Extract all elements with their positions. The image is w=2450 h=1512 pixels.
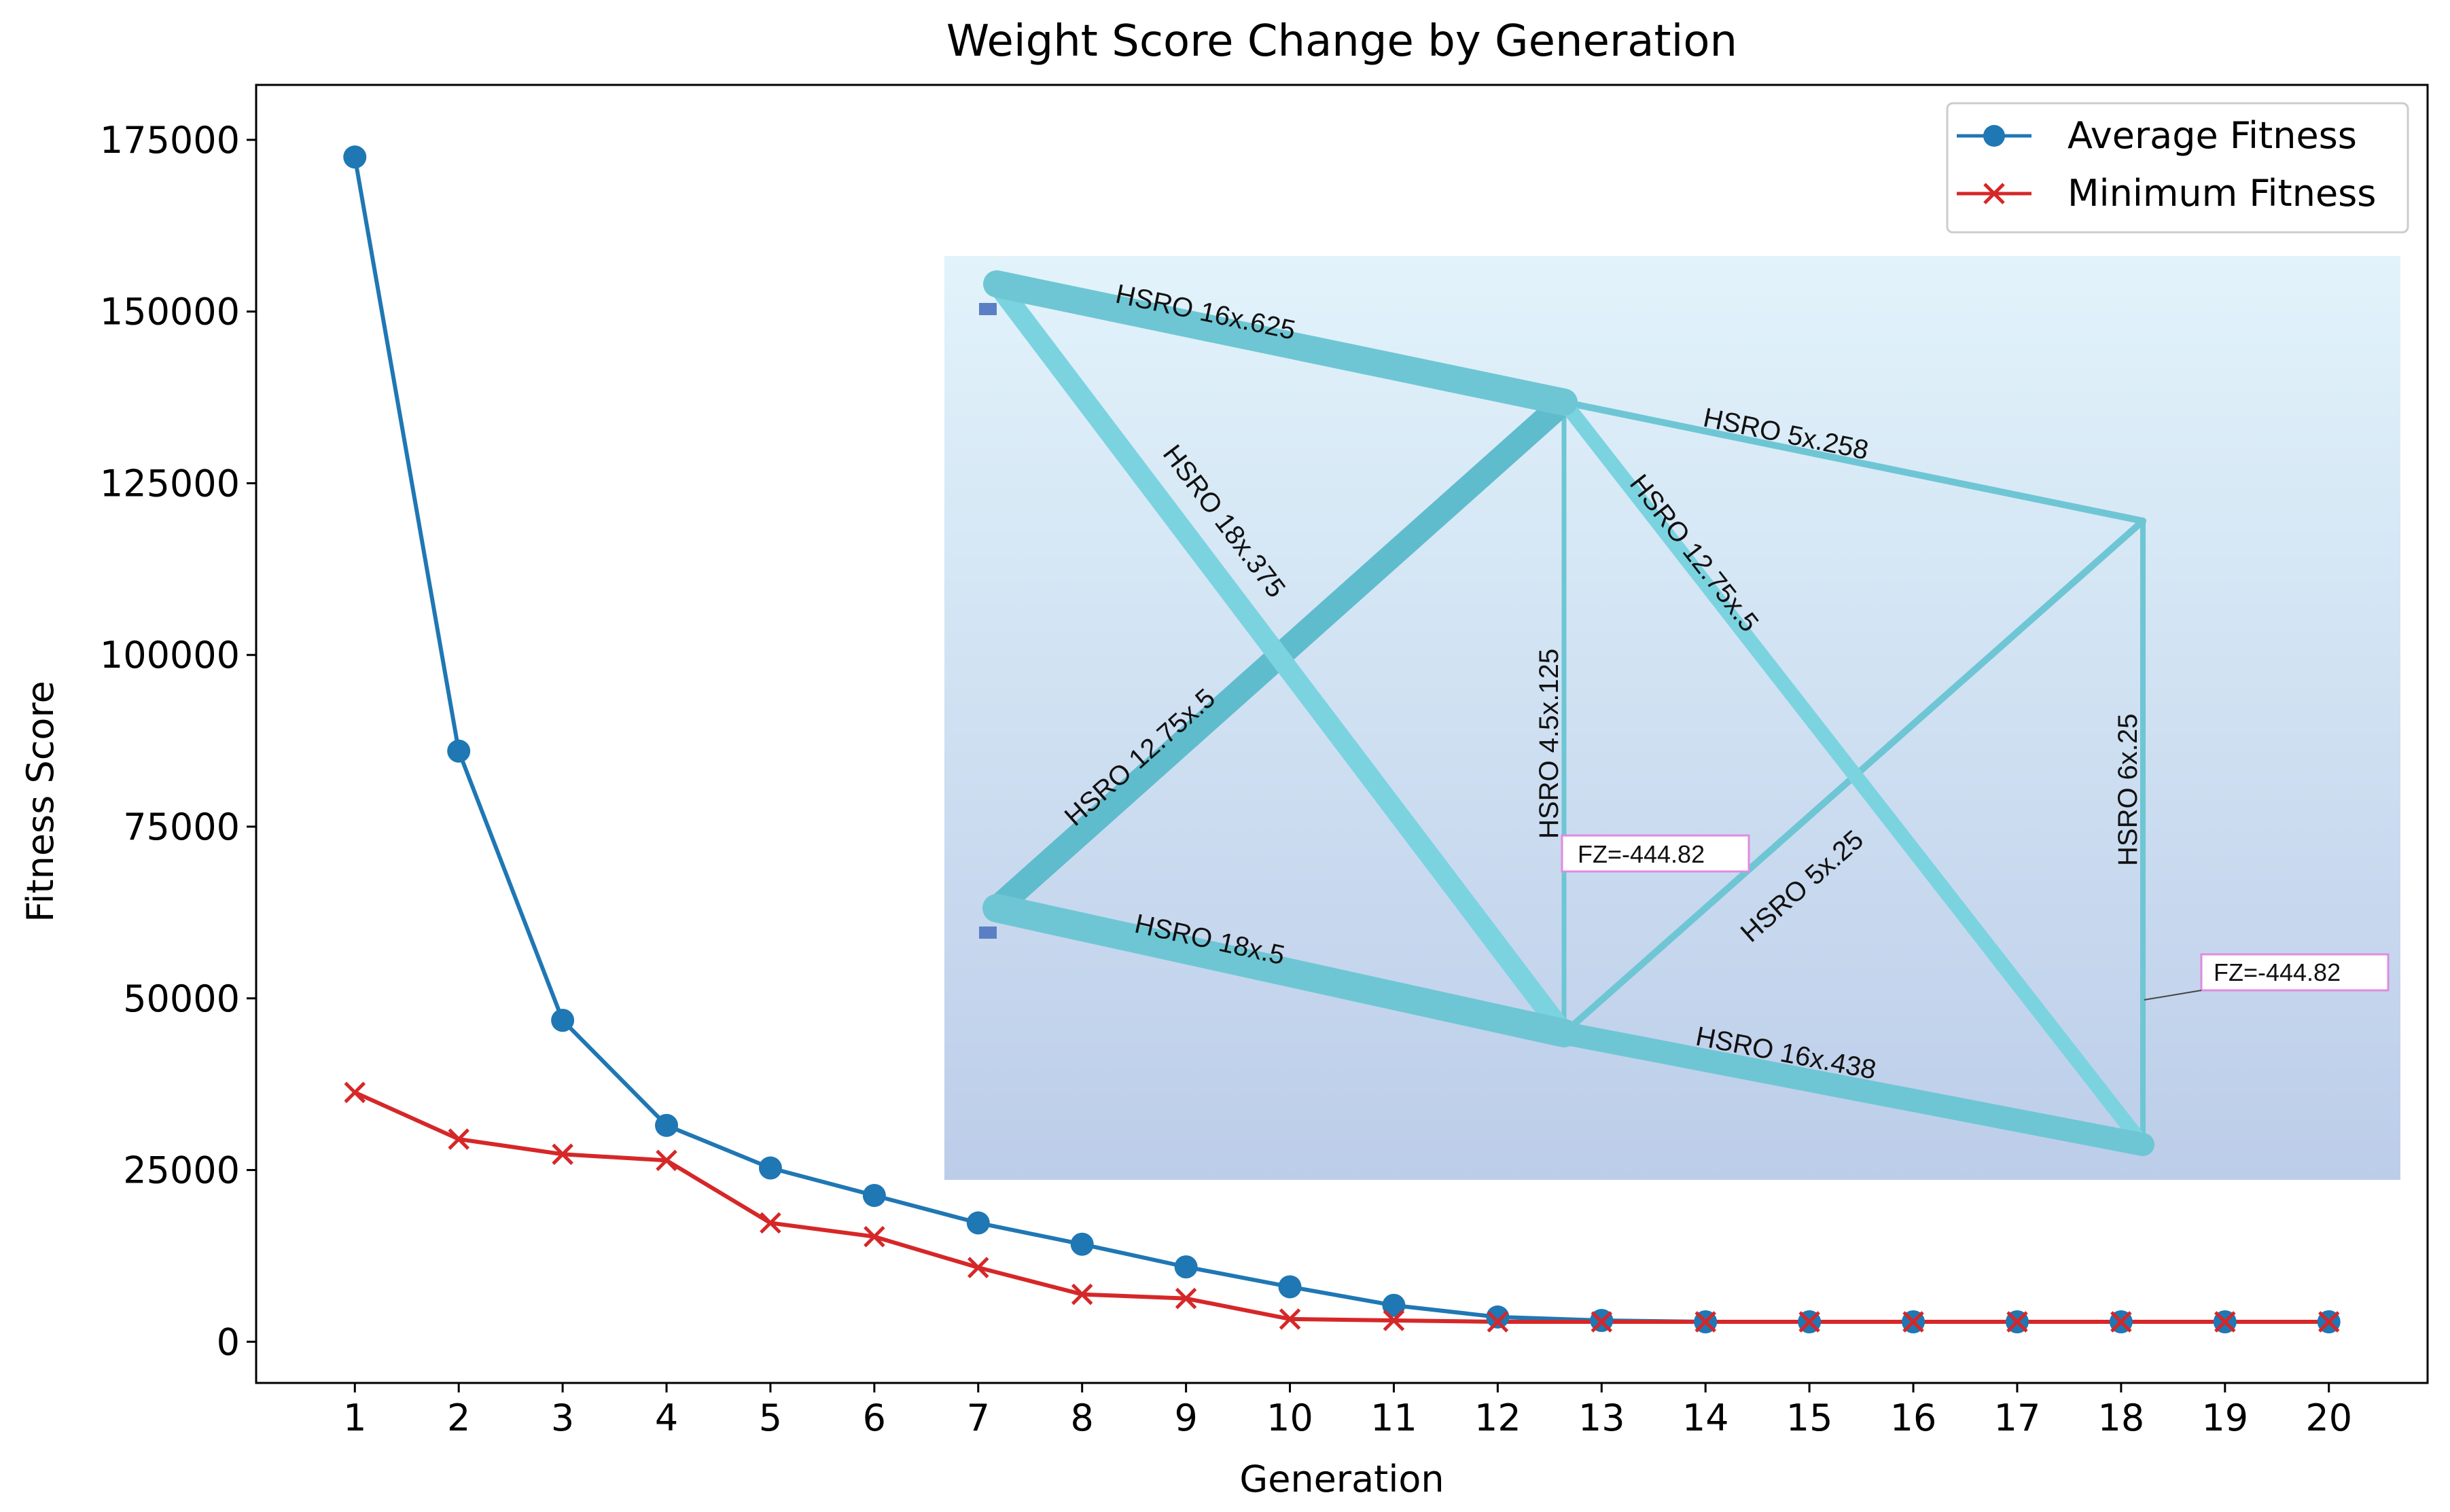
member-label-vert2: HSRO 6x.25 [2113,713,2143,866]
point-average-fitness [1382,1293,1406,1317]
x-axis-label: Generation [1239,1458,1444,1500]
y-tick-label: 75000 [123,806,240,848]
point-minimum-fitness [552,1143,573,1166]
member-bot1 [982,894,1578,1047]
support-bottom [979,926,997,939]
x-tick-label: 14 [1682,1397,1729,1439]
x-tick-label: 12 [1474,1397,1521,1439]
point-minimum-fitness [448,1128,469,1150]
member-label-vert1: HSRO 4.5x.125 [1534,649,1564,839]
point-minimum-fitness [344,1081,366,1104]
x-tick-label: 3 [551,1397,574,1439]
x-tick-label: 7 [967,1397,990,1439]
x-tick-label: 16 [1890,1397,1937,1439]
load-label-2: FZ=-444.82 [2214,958,2341,986]
y-tick-label: 150000 [100,291,240,334]
point-average-fitness [1486,1305,1510,1329]
y-tick-label: 0 [217,1320,240,1363]
y-tick-label: 25000 [123,1149,240,1192]
x-tick-label: 18 [2098,1397,2145,1439]
point-average-fitness [1278,1275,1302,1299]
load-leader-2 [2144,990,2202,1001]
y-tick-label: 50000 [123,977,240,1020]
point-minimum-fitness [2318,1311,2340,1333]
y-axis-label: Fitness Score [19,681,62,922]
member-diag3 [1557,395,2150,1152]
point-minimum-fitness [967,1257,989,1278]
legend-box [1946,102,2409,234]
x-tick-label: 13 [1578,1397,1625,1439]
point-minimum-fitness [1175,1287,1197,1310]
point-minimum-fitness [2214,1311,2236,1333]
member-diag1 [987,274,1574,1043]
load-label-1: FZ=-444.82 [1578,840,1705,868]
y-tick-label: 100000 [100,634,240,677]
point-average-fitness [655,1113,679,1137]
point-minimum-fitness [1383,1310,1405,1331]
legend-marker-minimum [1983,183,2005,204]
point-minimum-fitness [656,1149,677,1172]
point-average-fitness [758,1156,782,1180]
x-tick-label: 20 [2305,1397,2352,1439]
legend: Average Fitness Minimum Fitness [1946,102,2409,234]
x-tick-label: 5 [759,1397,782,1439]
x-tick-label: 4 [655,1397,678,1439]
x-tick-label: 9 [1174,1397,1197,1439]
member-top1 [983,270,1578,416]
load-box-2 [2200,953,2390,992]
point-minimum-fitness [1071,1283,1093,1306]
x-tick-label: 17 [1994,1397,2041,1439]
point-minimum-fitness [1487,1311,1509,1333]
point-minimum-fitness [1591,1311,1613,1333]
support-top [979,303,997,315]
y-axis-ticks: 0 25000 50000 75000 100000 125000 150000 175000 [100,119,256,1363]
supports [979,303,997,939]
point-minimum-fitness [1798,1311,1820,1333]
point-average-fitness [966,1211,990,1235]
point-average-fitness [1174,1255,1198,1279]
x-tick-label: 1 [343,1397,366,1439]
point-minimum-fitness [760,1212,781,1234]
legend-marker-average [1983,125,2005,147]
x-tick-label: 19 [2201,1397,2248,1439]
series-line-minimum-fitness [354,1090,2329,1325]
point-average-fitness [343,145,367,169]
legend-label-average: Average Fitness [2067,114,2357,157]
x-axis-ticks: 1 2 3 4 5 6 7 8 9 10 11 12 13 14 15 16 17 18 19 20 [343,1383,2352,1439]
y-tick-label: 125000 [100,462,240,505]
axes-frame [255,84,2429,1384]
point-minimum-fitness [864,1225,885,1248]
truss-inset-image: HSRO 16x.625 HSRO 5x.258 HSRO 18x.5 HSRO… [944,256,2400,1180]
point-minimum-fitness [2006,1311,2028,1333]
x-tick-label: 2 [447,1397,470,1439]
x-tick-label: 11 [1370,1397,1417,1439]
x-tick-label: 15 [1786,1397,1833,1439]
legend-label-minimum: Minimum Fitness [2067,172,2376,215]
load-labels: FZ=-444.82 FZ=-444.82 [1561,834,2390,1001]
point-average-fitness [862,1183,886,1207]
data-series [343,145,2341,1334]
point-average-fitness [1070,1232,1094,1256]
x-tick-label: 6 [863,1397,886,1439]
point-average-fitness [551,1009,575,1032]
x-tick-label: 8 [1071,1397,1094,1439]
member-bot2 [1552,1022,2154,1156]
point-average-fitness [447,739,471,763]
point-minimum-fitness [1279,1308,1301,1330]
y-tick-label: 175000 [100,119,240,162]
point-minimum-fitness [1902,1311,1924,1333]
member-top2 [1561,399,2146,524]
point-minimum-fitness [1694,1311,1716,1333]
chart-title: Weight Score Change by Generation [946,16,1737,67]
inset-background [944,256,2400,1180]
load-box-1 [1561,834,1750,873]
x-tick-label: 10 [1266,1397,1313,1439]
point-minimum-fitness [2110,1311,2132,1333]
